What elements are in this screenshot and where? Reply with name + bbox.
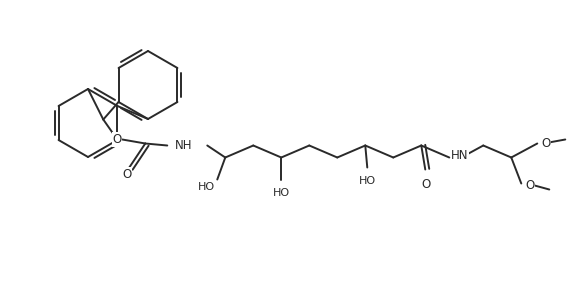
Text: HN: HN	[451, 149, 469, 162]
Text: HO: HO	[272, 188, 290, 198]
Text: O: O	[123, 168, 132, 181]
Text: O: O	[113, 133, 122, 146]
Text: HO: HO	[198, 182, 216, 192]
Text: O: O	[525, 179, 535, 192]
Text: NH: NH	[175, 139, 193, 152]
Text: O: O	[422, 178, 431, 191]
Text: HO: HO	[358, 175, 376, 185]
Text: O: O	[541, 137, 551, 150]
